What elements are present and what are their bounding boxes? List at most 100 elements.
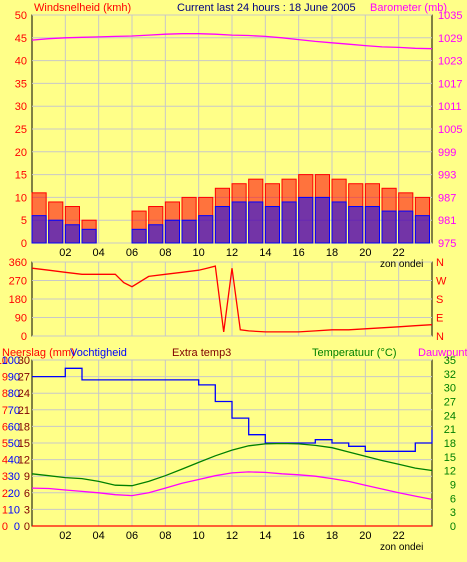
wind-axis-tick-label: 20 <box>15 147 27 159</box>
vochtigheid-axis-tick-label: 30 <box>8 471 20 483</box>
wind-axis-tick-label: 50 <box>15 10 27 22</box>
barometer-axis-tick-label: 993 <box>438 170 456 182</box>
dauwpunt-axis-title: Dauwpunt <box>418 347 467 359</box>
wind-axis-tick-label: 35 <box>15 78 27 90</box>
bottom-panel-x-tick-label: 10 <box>193 530 205 542</box>
vochtigheid-axis-tick-label: 20 <box>8 488 20 500</box>
top-panel-x-tick-label: 18 <box>326 247 338 259</box>
neerslag-axis-tick-label: 0 <box>2 521 8 533</box>
top-panel-x-tick-label: 12 <box>226 247 238 259</box>
temperatuur-axis-tick-label: 32 <box>444 369 456 381</box>
bottom-panel-x-tick-label: 16 <box>293 530 305 542</box>
temperatuur-axis-tick-label: 3 <box>450 507 456 519</box>
vochtigheid-axis-tick-label: 50 <box>8 438 20 450</box>
vochtigheid-axis-tick-label: 0 <box>14 521 20 533</box>
direction-compass-axis-tick-label: S <box>436 294 443 306</box>
top-panel-x-tick-label: 04 <box>93 247 105 259</box>
barometer-axis-tick-label: 1005 <box>438 124 462 136</box>
neerslag-axis-tick-label: 10 <box>0 355 8 367</box>
barometer-line <box>31 33 433 50</box>
top-panel-x-tick-label: 22 <box>393 247 405 259</box>
vochtigheid-axis-tick-label: 10 <box>8 504 20 516</box>
wind-axis-tick-label: 30 <box>15 101 27 113</box>
bottom-panel-x-tick-label: 14 <box>259 530 271 542</box>
bottom-panel-x-tick-label: 22 <box>393 530 405 542</box>
wind-axis-tick-label: 15 <box>15 170 27 182</box>
neerslag-axis-tick-label: 1 <box>2 504 8 516</box>
barometer-axis-tick-label: 1011 <box>438 101 462 113</box>
temperatuur-axis-title: Temperatuur (°C) <box>312 347 396 359</box>
temperatuur-axis-tick-label: 12 <box>444 466 456 478</box>
wind-avg-bar <box>231 201 247 244</box>
wind-axis-title: Windsnelheid (kmh) <box>34 2 131 14</box>
wind-avg-bar <box>164 219 180 244</box>
wind-avg-bar <box>214 206 230 244</box>
extra-temp-axis-tick-label: 3 <box>24 504 30 516</box>
wind-avg-bar <box>298 196 314 244</box>
top-panel-x-tick-label: 06 <box>126 247 138 259</box>
top-panel-x-tick-label: 02 <box>59 247 71 259</box>
wind-avg-bar <box>248 201 264 244</box>
wind-avg-bar <box>81 228 97 244</box>
wind-avg-bar <box>264 206 281 244</box>
direction-degree-axis-tick-label: 0 <box>21 331 27 343</box>
wind-avg-bar <box>148 224 164 244</box>
wind-avg-bar <box>31 215 47 244</box>
bottom-panel: 0204060810121416182022012345678910010203… <box>0 355 456 542</box>
extra-temp-axis-tick-label: 30 <box>18 355 30 367</box>
bottom-panel-x-tick-label: 04 <box>93 530 105 542</box>
bottom-panel-x-tick-label: 12 <box>226 530 238 542</box>
extra-temp-axis-tick-label: 24 <box>18 388 30 400</box>
dewpoint-line <box>31 471 433 501</box>
direction-degree-axis-tick-label: 90 <box>15 313 27 325</box>
barometer-axis-tick-label: 1023 <box>438 56 462 68</box>
wind-avg-bar <box>131 228 147 244</box>
wind-avg-bar <box>364 206 381 244</box>
neerslag-axis-tick-label: 9 <box>2 372 8 384</box>
direction-degree-axis-tick-label: 180 <box>9 294 27 306</box>
barometer-axis-tick-label: 975 <box>438 238 456 250</box>
top-panel-x-tick-label: 16 <box>293 247 305 259</box>
bottom-panel-x-tick-label: 06 <box>126 530 138 542</box>
vochtigheid-axis-tick-label: 90 <box>8 372 20 384</box>
wind-axis-tick-label: 45 <box>15 33 27 45</box>
direction-compass-axis-tick-label: N <box>436 257 444 269</box>
wind-avg-bar <box>398 210 414 244</box>
wind-avg-bar <box>414 215 431 244</box>
humidity-line <box>32 367 433 452</box>
wind-avg-bar <box>198 215 214 244</box>
extra-temp-axis-title: Extra temp3 <box>172 347 231 359</box>
extra-temp-axis-tick-label: 21 <box>18 405 30 417</box>
vochtigheid-axis-tick-label: 80 <box>8 388 20 400</box>
top-panel-x-tick-label: 10 <box>193 247 205 259</box>
barometer-axis-tick-label: 987 <box>438 192 456 204</box>
barometer-axis-tick-label: 1029 <box>438 33 462 45</box>
wind-axis-tick-label: 40 <box>15 56 27 68</box>
direction-degree-axis-tick-label: 270 <box>9 276 27 288</box>
temperatuur-axis-tick-label: 0 <box>450 521 456 533</box>
top-panel-x-tick-label: 20 <box>359 247 371 259</box>
bottom-panel-x-tick-label: 18 <box>326 530 338 542</box>
direction-compass-axis-tick-label: W <box>436 276 447 288</box>
top-panel: 02 04 06 08 10 12 14 16 18 20 22 0 5 10 15 20 25 30 35 40 45… <box>15 10 463 259</box>
extra-temp-axis-tick-label: 12 <box>18 455 30 467</box>
neerslag-axis-tick-label: 4 <box>2 455 8 467</box>
wind-avg-bar <box>331 201 347 244</box>
extra-temp-axis-tick-label: 15 <box>18 438 30 450</box>
vochtigheid-axis-tick-label: 70 <box>8 405 20 417</box>
neerslag-axis-tick-label: 7 <box>2 405 8 417</box>
direction-compass-axis-tick-label: N <box>436 331 444 343</box>
neerslag-axis-title: Neerslag (mm) <box>2 347 75 359</box>
temperatuur-axis-tick-label: 9 <box>450 480 456 492</box>
wind-axis-tick-label: 25 <box>15 124 27 136</box>
wind-avg-bar <box>181 219 197 244</box>
x-axis-suffix-top: zon ondei <box>380 259 423 270</box>
wind-avg-bar <box>64 224 81 244</box>
wind-avg-bar <box>314 196 331 244</box>
direction-degree-axis-tick-label: 360 <box>9 257 27 269</box>
neerslag-axis-tick-label: 6 <box>2 421 8 433</box>
wind-axis-tick-label: 10 <box>15 192 27 204</box>
temperatuur-axis-tick-label: 30 <box>444 383 456 395</box>
direction-compass-axis-tick-label: E <box>436 313 443 325</box>
wind-avg-bar <box>281 201 297 244</box>
